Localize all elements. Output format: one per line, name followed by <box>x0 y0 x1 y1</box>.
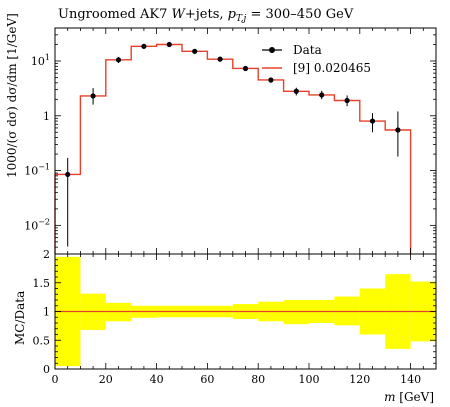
data-point <box>166 41 172 48</box>
x-tick-label: 40 <box>150 373 164 386</box>
data-point <box>90 93 96 99</box>
legend-data-marker <box>269 47 275 53</box>
ratio-y-tick-label: 0 <box>43 363 50 376</box>
legend: Data [9] 0.020465 <box>262 43 371 75</box>
main-plot-area <box>54 41 412 254</box>
ratio-frame <box>54 253 437 370</box>
ratio-y-tick-label: 0.5 <box>33 334 51 347</box>
data-point <box>65 171 71 178</box>
mc-histogram-line <box>54 43 412 254</box>
data-point <box>293 88 299 94</box>
data-point <box>319 92 325 98</box>
ratio-y-axis-label: MC/Data <box>13 291 27 345</box>
main-y-tick-label: 10−2 <box>24 217 50 232</box>
ratio-y-tick-label: 1 <box>43 306 50 319</box>
main-y-ticks: 101 1 10−1 10−2 <box>24 27 436 255</box>
ratio-panel: 0 0.5 1 1.5 2 0 20 40 60 80 100 120 140 MC/Data m [… <box>13 28 437 404</box>
data-point <box>115 57 122 63</box>
data-point <box>217 56 223 62</box>
main-y-tick-label: 10−1 <box>24 163 50 178</box>
data-point <box>242 65 249 72</box>
ratio-plot-area <box>55 256 436 367</box>
main-panel: 101 1 10−1 10−2 1000/(σ dσ) dσ/dm [1/GeV] <box>5 13 437 255</box>
x-tick-label: 20 <box>99 373 113 386</box>
data-point <box>268 77 274 83</box>
data-point <box>192 48 198 54</box>
main-frame <box>54 27 437 255</box>
x-tick-label: 80 <box>251 373 265 386</box>
main-y-tick-label: 1 <box>43 110 50 123</box>
legend-mc-label: [9] 0.020465 <box>293 61 371 75</box>
x-tick-label: 60 <box>200 373 214 386</box>
x-tick-label: 120 <box>349 373 370 386</box>
legend-data-label: Data <box>293 43 322 57</box>
legend-mc: [9] 0.020465 <box>262 61 371 75</box>
main-y-tick-label: 101 <box>31 53 50 68</box>
data-point <box>141 43 147 49</box>
x-tick-label: 0 <box>52 373 59 386</box>
ratio-y-tick-label: 2 <box>43 248 50 261</box>
x-tick-label: 100 <box>299 373 320 386</box>
x-axis-label: m [GeV] <box>384 390 434 404</box>
chart-title: Ungroomed AK7 W+jets, pT,j = 300–450 GeV <box>58 7 354 24</box>
data-point <box>369 118 376 124</box>
ratio-y-tick-label: 1.5 <box>33 277 51 290</box>
data-point <box>395 127 401 133</box>
legend-data: Data <box>262 43 322 57</box>
x-tick-label: 140 <box>400 373 421 386</box>
data-point <box>344 97 350 104</box>
main-y-axis-label: 1000/(σ dσ) dσ/dm [1/GeV] <box>5 13 19 178</box>
